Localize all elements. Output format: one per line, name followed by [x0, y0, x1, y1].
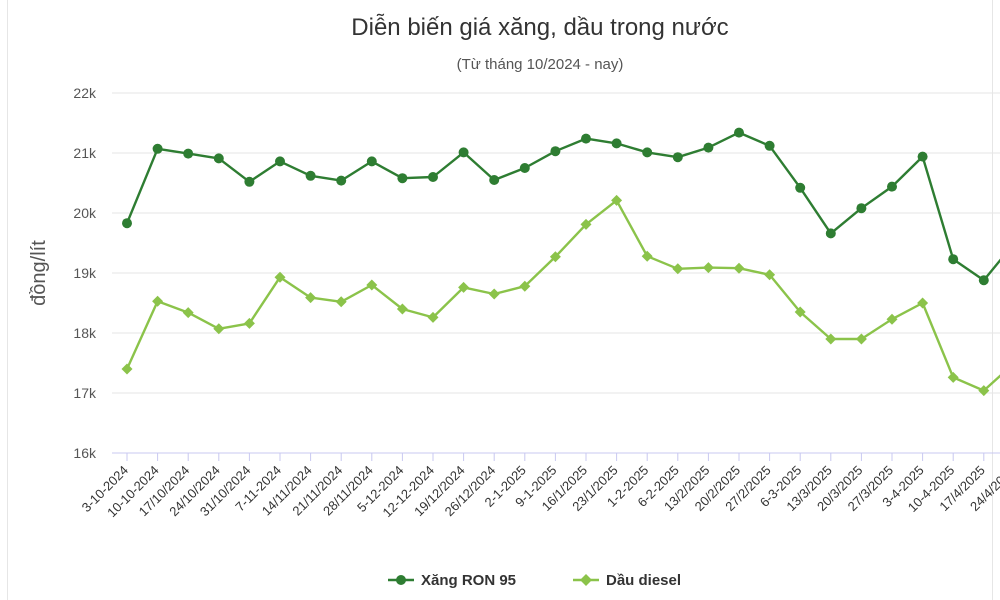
series-2-point	[366, 279, 378, 291]
series-2-point	[947, 371, 959, 383]
series-2-point	[182, 307, 194, 319]
series-1-point	[703, 142, 714, 153]
y-axis-title: đồng/lít	[28, 240, 50, 306]
series-2-point	[152, 295, 164, 307]
chart-subtitle: (Từ tháng 10/2024 - nay)	[456, 56, 624, 73]
y-tick-label: 21k	[73, 145, 97, 161]
series-2-point	[488, 288, 500, 300]
series-2-point	[396, 303, 408, 315]
series-2-point	[549, 251, 561, 263]
series-1-point	[581, 133, 591, 144]
series-2-point	[764, 269, 776, 281]
series-2-point	[519, 280, 531, 292]
series-2-point	[243, 317, 255, 329]
series-2-point	[305, 292, 317, 304]
legend-label-2: Dầu diesel	[606, 572, 681, 589]
y-tick-label: 19k	[73, 265, 97, 281]
series-line-1	[125, 131, 1000, 282]
series-1-point	[152, 143, 163, 154]
series-1-point	[275, 156, 285, 167]
series-1-point	[917, 151, 928, 162]
series-1-point	[122, 218, 132, 229]
series-1-point	[519, 163, 530, 173]
y-tick-label: 20k	[73, 205, 97, 221]
series-1-point	[948, 254, 959, 265]
series-1-point	[489, 175, 500, 185]
chart-title: Diễn biến giá xăng, dầu trong nước	[351, 14, 729, 41]
series-1-point	[458, 147, 469, 158]
y-tick-label: 18k	[73, 325, 97, 341]
series-2-point	[855, 333, 867, 345]
series-1-point	[825, 228, 836, 239]
y-tick-label: 16k	[73, 445, 97, 461]
series-1-point	[764, 140, 775, 151]
series-2-point	[641, 250, 653, 262]
series-1-point	[856, 203, 867, 214]
series-2-point	[213, 323, 225, 335]
frame-left-border	[7, 0, 8, 600]
series-2-point	[274, 271, 286, 283]
legend-marker-diamond	[580, 574, 592, 586]
series-2-point	[121, 363, 133, 375]
series-2-point	[825, 333, 837, 345]
frame-right-border	[992, 0, 993, 600]
series-1-point	[734, 127, 744, 138]
series-1-point	[336, 175, 347, 186]
series-1-point	[887, 181, 897, 192]
y-tick-label: 22k	[73, 85, 97, 101]
series-1-point	[305, 170, 316, 181]
series-1-point	[672, 152, 683, 163]
series-2-point	[335, 296, 347, 308]
series-2-point	[702, 262, 714, 274]
legend-label-1: Xăng RON 95	[421, 572, 516, 589]
series-2-point	[672, 263, 684, 275]
series-2-point	[794, 306, 806, 318]
series-1-point	[795, 182, 806, 193]
series-2-point	[886, 313, 898, 325]
series-1-point	[213, 153, 224, 164]
series-line-2	[125, 199, 1000, 392]
series-1-point	[642, 147, 653, 158]
series-2-point	[978, 385, 990, 397]
series-1-point	[550, 146, 561, 157]
series-1-point	[611, 138, 622, 149]
legend-marker-circle	[396, 575, 406, 585]
series-1-point	[428, 172, 438, 182]
series-2-point	[611, 194, 623, 206]
series-2-point	[580, 218, 592, 230]
series-1-point	[397, 173, 408, 184]
series-2-point	[458, 281, 470, 293]
series-1-point	[978, 275, 989, 286]
series-1-point	[244, 176, 255, 187]
series-1-point	[183, 148, 194, 159]
series-2-point	[917, 297, 929, 309]
y-tick-label: 17k	[73, 385, 97, 401]
series-2-point	[427, 311, 439, 323]
series-1-point	[366, 156, 377, 167]
series-2-point	[733, 262, 745, 274]
